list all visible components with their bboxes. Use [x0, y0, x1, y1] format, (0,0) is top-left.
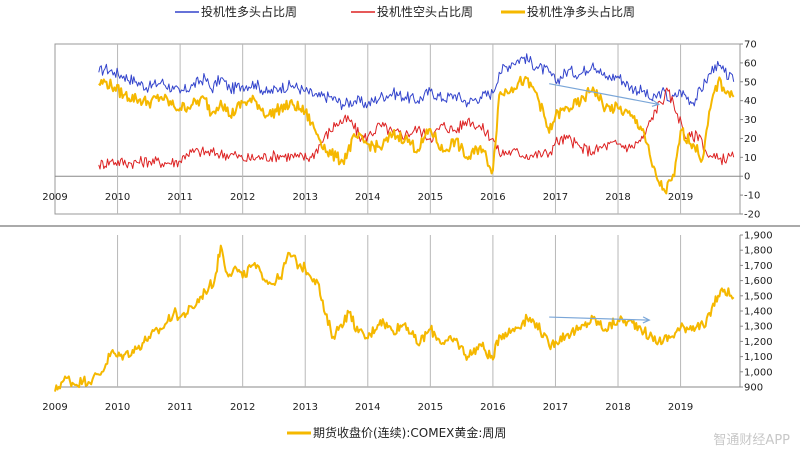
bottom-x-tick-label-2017: 2017	[543, 402, 568, 413]
top-legend-label-3: 投机性净多头占比周	[527, 4, 635, 19]
top-x-tick-label-2015: 2015	[418, 192, 443, 203]
top-annotation-arrow-1	[549, 83, 659, 106]
bottom-x-tick-label-2014: 2014	[355, 402, 380, 413]
top-y-tick-label-30: 30	[744, 115, 757, 126]
bottom-y-tick-label-1-000: 1,000	[744, 367, 773, 378]
bottom-x-tick-label-2019: 2019	[668, 402, 693, 413]
bottom-x-tick-label-2012: 2012	[230, 402, 255, 413]
top-y-tick-label-50: 50	[744, 77, 757, 88]
bottom-legend-label-1: 期货收盘价(连续):COMEX黄金:周周	[313, 425, 506, 440]
bottom-panel: 2009 2010 2011 2012 2013 2014 2015 2016 2017 2018…	[42, 231, 772, 414]
top-annotation-arrowhead-1	[651, 99, 661, 107]
bottom-series-line-1	[54, 244, 735, 392]
bottom-y-tick-label-1-600: 1,600	[744, 276, 773, 287]
top-x-tick-label-2013: 2013	[293, 192, 318, 203]
bottom-x-tick-label-2013: 2013	[293, 402, 318, 413]
top-legend: 投机性多头占比周 投机性空头占比周 投机性净多头占比周	[175, 4, 635, 19]
top-y-tick-label--20: -20	[744, 210, 760, 221]
bottom-annotation-arrowhead-1	[642, 316, 651, 324]
top-legend-label-2: 投机性空头占比周	[377, 4, 473, 19]
top-y-tick-label--10: -10	[744, 191, 760, 202]
top-panel: 2009 2010 2011 2012 2013 2014 2015 2016 2017 2018…	[42, 40, 760, 221]
bottom-x-tick-label-2018: 2018	[605, 402, 630, 413]
bottom-y-tick-label-900: 900	[744, 383, 763, 394]
bottom-y-tick-label-1-400: 1,400	[744, 307, 773, 318]
bottom-x-tick-label-2009: 2009	[42, 402, 67, 413]
bottom-y-tick-label-1-900: 1,900	[744, 231, 773, 242]
top-y-tick-label-60: 60	[744, 58, 757, 69]
top-x-tick-label-2019: 2019	[668, 192, 693, 203]
top-y-tick-label-0: 0	[744, 172, 750, 183]
bottom-y-tick-label-1-500: 1,500	[744, 291, 773, 302]
top-y-tick-label-10: 10	[744, 153, 757, 164]
bottom-y-tick-label-1-700: 1,700	[744, 261, 773, 272]
top-x-tick-label-2018: 2018	[605, 192, 630, 203]
bottom-x-tick-label-2016: 2016	[480, 402, 505, 413]
bottom-y-tick-label-1-200: 1,200	[744, 337, 773, 348]
top-x-tick-label-2017: 2017	[543, 192, 568, 203]
top-x-tick-label-2009: 2009	[42, 192, 67, 203]
top-x-tick-label-2010: 2010	[105, 192, 130, 203]
top-series-line-1	[98, 53, 735, 111]
top-legend-label-1: 投机性多头占比周	[201, 4, 297, 19]
bottom-x-tick-label-2015: 2015	[418, 402, 443, 413]
bottom-y-tick-label-1-300: 1,300	[744, 322, 773, 333]
top-plot-frame	[54, 43, 741, 215]
bottom-x-tick-label-2010: 2010	[105, 402, 130, 413]
top-y-tick-label-70: 70	[744, 40, 757, 51]
top-x-tick-label-2012: 2012	[230, 192, 255, 203]
top-y-tick-label-40: 40	[744, 96, 757, 107]
top-x-tick-label-2011: 2011	[167, 192, 192, 203]
top-series-line-3	[98, 75, 735, 195]
bottom-x-tick-label-2011: 2011	[167, 402, 192, 413]
bottom-y-tick-label-1-800: 1,800	[744, 246, 773, 257]
top-x-tick-label-2016: 2016	[480, 192, 505, 203]
top-y-tick-label-20: 20	[744, 134, 757, 145]
bottom-annotation-arrow-1	[549, 316, 650, 321]
watermark-text: 智通财经APP	[713, 433, 790, 448]
bottom-y-tick-label-1-100: 1,100	[744, 352, 773, 363]
top-x-tick-label-2014: 2014	[355, 192, 380, 203]
bottom-legend: 期货收盘价(连续):COMEX黄金:周周	[287, 425, 506, 440]
top-series-line-2	[98, 87, 735, 170]
